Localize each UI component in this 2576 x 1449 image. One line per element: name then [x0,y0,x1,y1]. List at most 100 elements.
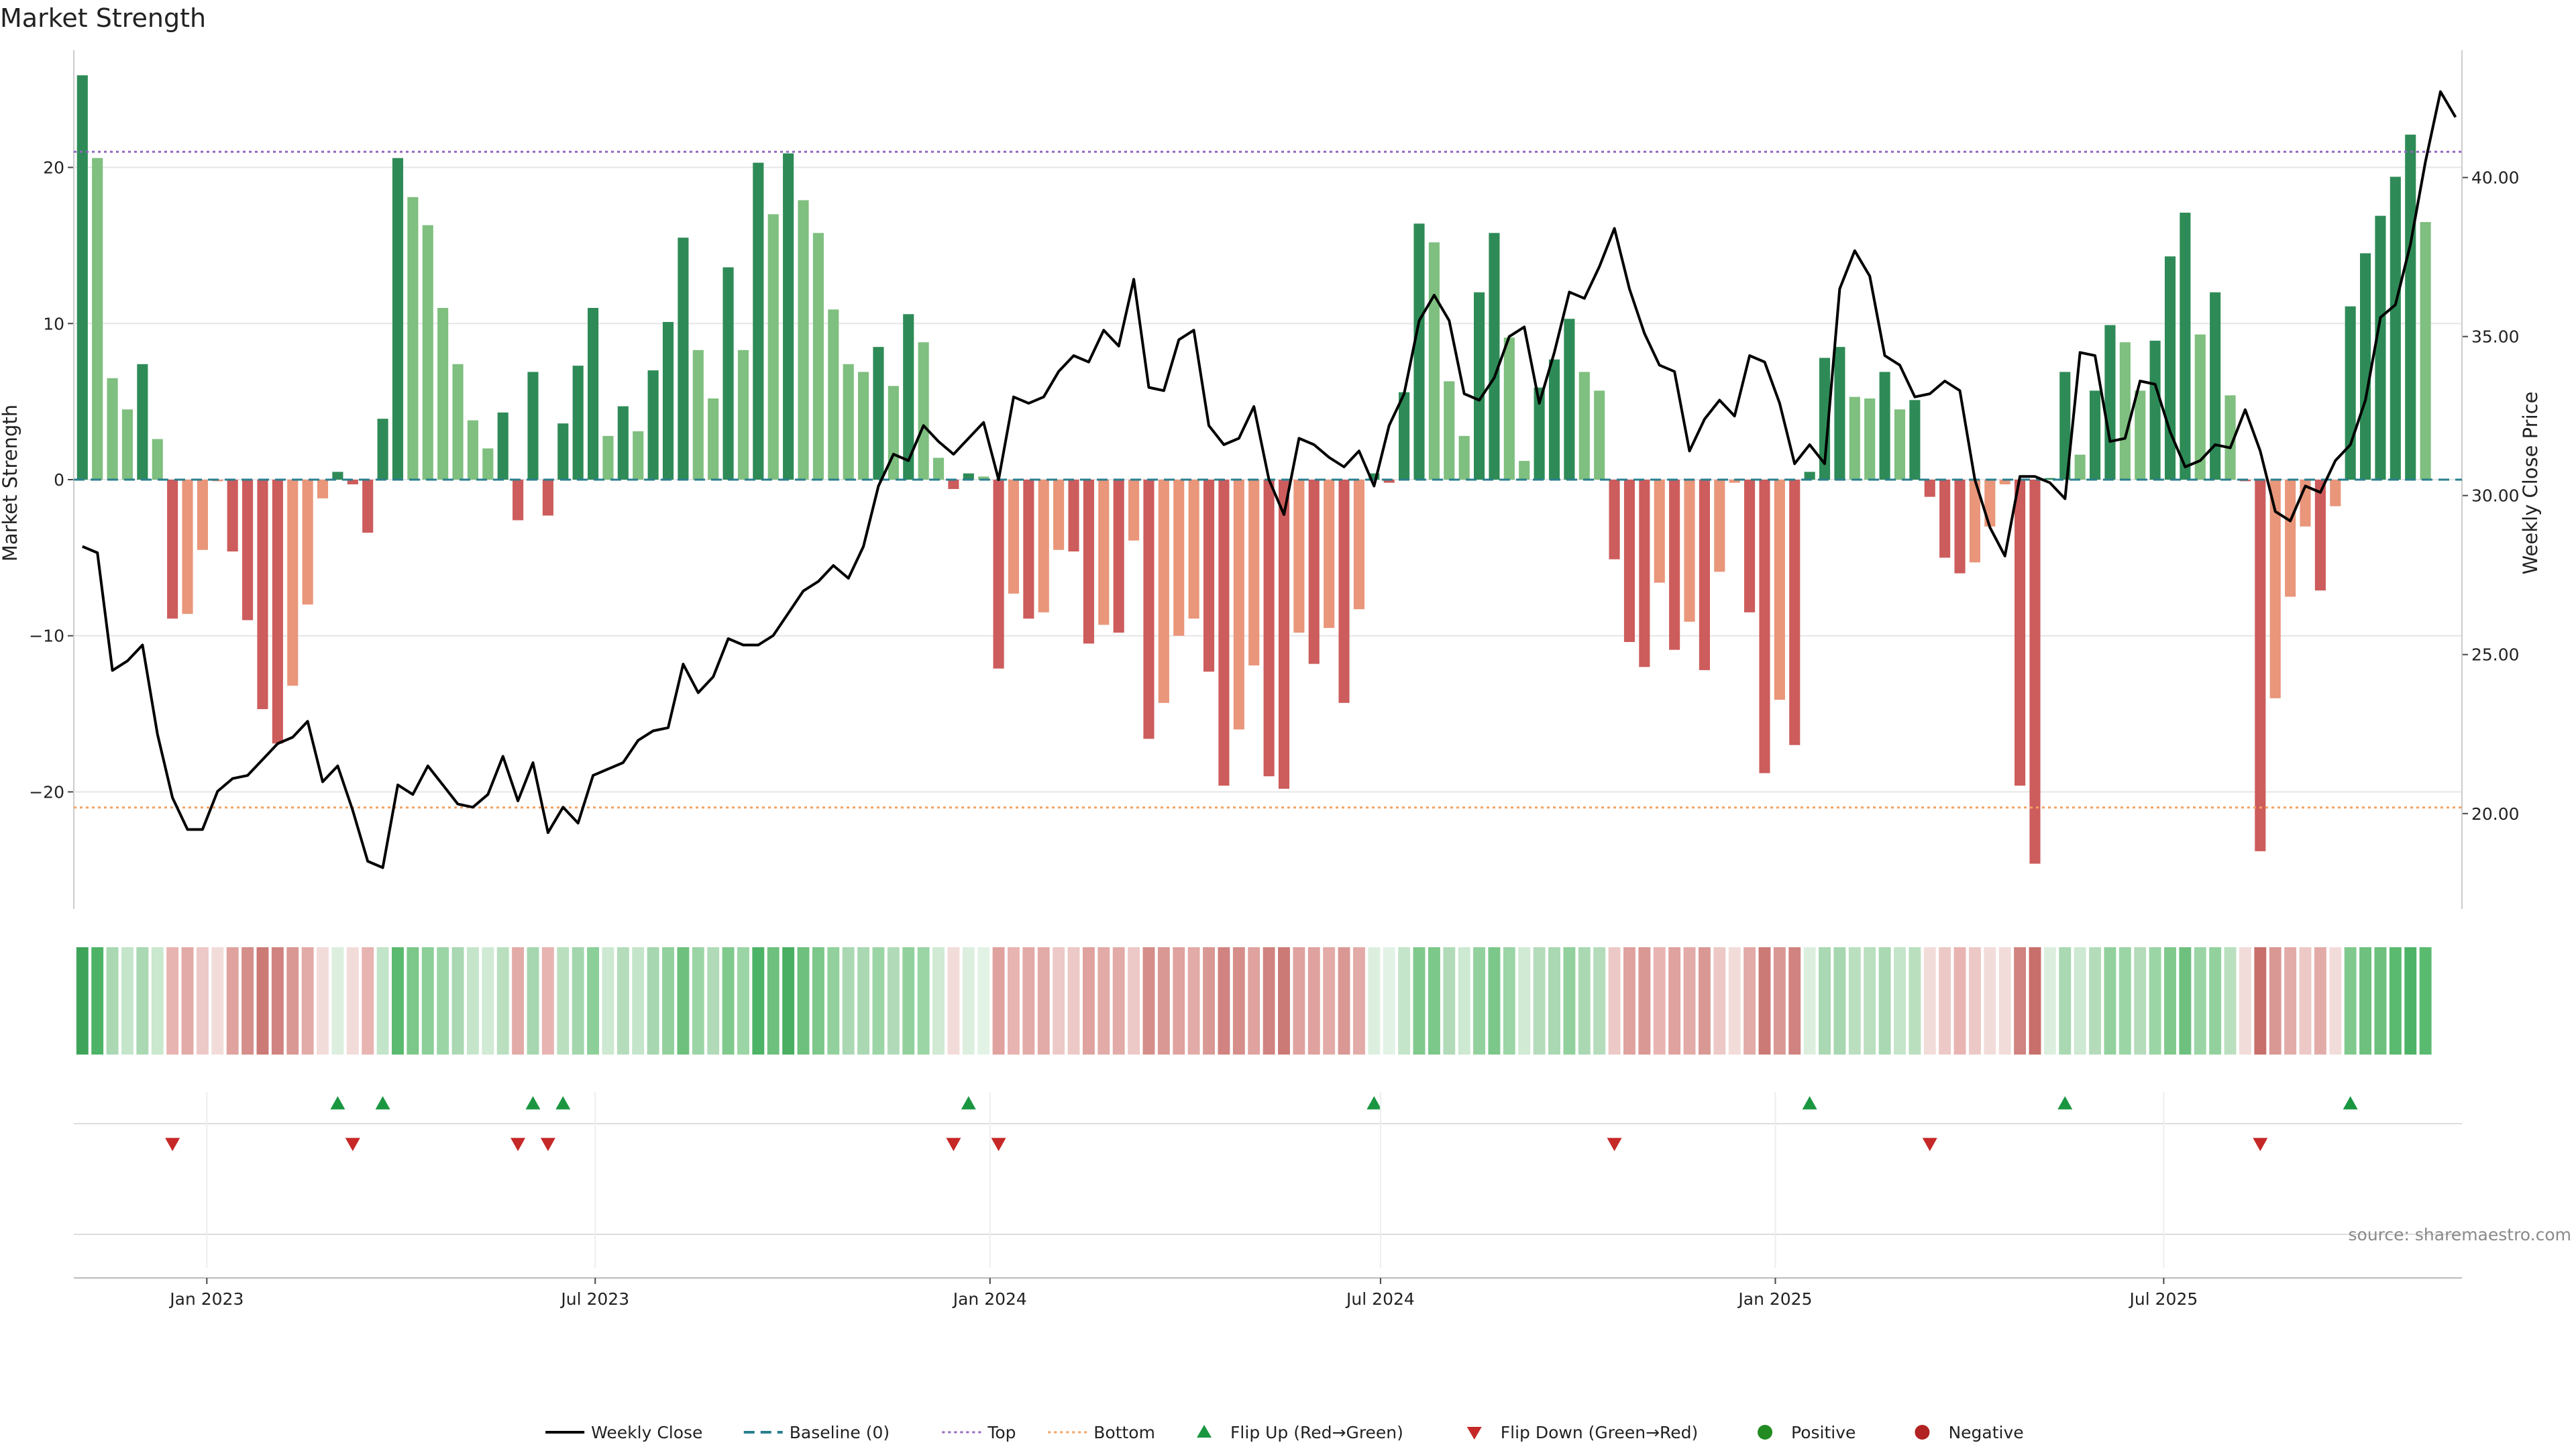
strip-cell [602,947,614,1055]
strength-bar [888,386,899,480]
strip-cell [1307,947,1320,1055]
y-tick-label: −10 [29,627,64,646]
strength-bar [1158,480,1169,703]
legend-label: Flip Down (Green→Red) [1501,1423,1699,1442]
strip-cell [1819,947,1831,1055]
strength-bar [963,473,974,480]
strength-bar [903,314,914,480]
strength-bar [107,378,118,480]
strength-bar [647,370,659,480]
strip-cell [1593,947,1606,1055]
strip-cell [1008,947,1020,1055]
flip-down-marker [946,1138,961,1151]
strength-bar [1353,480,1364,610]
strength-bar [1834,347,1845,480]
strip-cell [1142,947,1155,1055]
strength-bar [1894,409,1906,480]
strength-bar [2194,334,2206,480]
strength-bar [1819,358,1831,480]
strip-cell [2254,947,2267,1055]
strength-bar [633,431,644,480]
strength-bar [2059,372,2071,480]
y-tick-label: −20 [29,782,64,802]
strip-cell [2419,947,2432,1055]
legend-swatch-circle [1915,1425,1930,1440]
strip-cell [346,947,359,1055]
strip-cell [1894,947,1906,1055]
legend-label: Top [987,1423,1016,1442]
strip-cell [1383,947,1395,1055]
strip-cell [2374,947,2387,1055]
legend-label: Negative [1948,1423,2023,1442]
strip-cell [692,947,704,1055]
strength-bar [2029,480,2041,864]
strip-cell [2404,947,2417,1055]
strip-cell [1413,947,1426,1055]
strip-cell [1443,947,1456,1055]
strength-bar [137,364,148,480]
strip-cell [392,947,404,1055]
strength-bar [1909,400,1921,480]
strength-bar [932,458,945,480]
strength-bar [1729,480,1740,483]
flip-up-marker [375,1096,390,1110]
y2-tick-label: 40.00 [2471,168,2520,188]
strength-bar [1759,480,1770,773]
legend-item: Top [942,1423,1016,1442]
strength-bar [1669,480,1680,650]
strength-bar [287,480,299,686]
strip-cell [376,947,389,1055]
strip-cell [466,947,479,1055]
strength-bar [182,480,193,614]
strength-bar [92,158,103,480]
strip-cell [1187,947,1200,1055]
strip-cell [1864,947,1876,1055]
strength-bar [1519,461,1530,480]
strip-cell [1082,947,1095,1055]
strength-bar [858,372,869,480]
strength-bar [2119,342,2131,480]
strength-bar [678,237,689,480]
strength-bar [1188,480,1199,619]
strip-cell [2194,947,2206,1055]
chart-title: Market Strength [0,3,206,33]
strength-bar [557,423,569,480]
strip-cell [496,947,509,1055]
strip-cell [1953,947,1966,1055]
strip-cell [331,947,344,1055]
strip-cell [1698,947,1711,1055]
strip-cell [2149,947,2161,1055]
strip-cell [1653,947,1666,1055]
strength-bar [332,472,343,480]
strip-cell [887,947,900,1055]
strip-cell [1518,947,1531,1055]
strip-cell [1939,947,1951,1055]
strip-cell [2224,947,2237,1055]
strength-bar [2285,480,2296,597]
strength-bar [527,372,539,480]
strip-cell [1248,947,1260,1055]
strength-bar [918,342,929,480]
strip-cell [1923,947,1936,1055]
strip-cell [587,947,600,1055]
flip-up-marker [1366,1096,1382,1110]
strength-bar [467,420,478,480]
strip-cell [1878,947,1891,1055]
strip-cell [512,947,525,1055]
strength-bar [2420,222,2431,480]
strip-cell [541,947,554,1055]
strip-cell [1788,947,1801,1055]
strength-bar [1444,381,1455,480]
flip-down-marker [991,1138,1006,1151]
strip-cell [1278,947,1290,1055]
flip-down-marker [2253,1138,2268,1151]
strip-cell [1458,947,1470,1055]
legend-label: Flip Up (Red→Green) [1230,1423,1403,1442]
strip-cell [1833,947,1846,1055]
strength-bar [2074,454,2086,480]
strip-cell [2269,947,2282,1055]
x-tick-label: Jul 2024 [1345,1289,1415,1309]
flip-up-marker [961,1096,976,1110]
strip-cell [2209,947,2222,1055]
strength-bar [572,366,584,480]
